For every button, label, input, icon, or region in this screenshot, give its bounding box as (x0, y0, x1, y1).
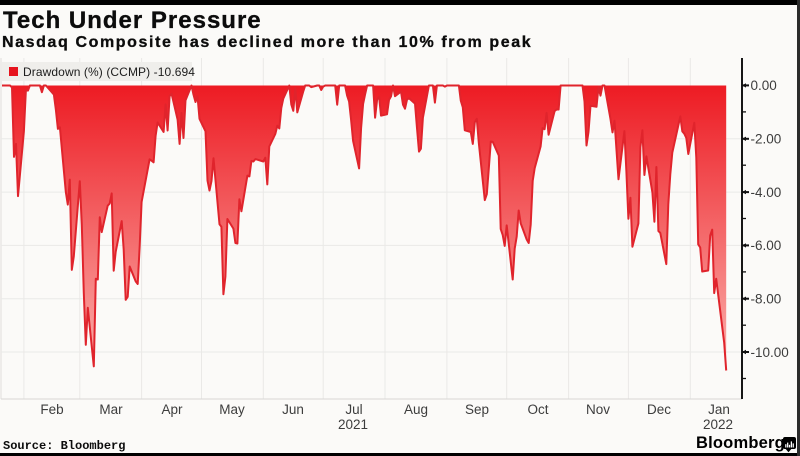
svg-text:2022: 2022 (703, 417, 733, 432)
svg-text:Nov: Nov (586, 402, 610, 417)
svg-text:Oct: Oct (527, 402, 548, 417)
svg-text:Jun: Jun (282, 402, 304, 417)
svg-text:Sep: Sep (465, 402, 489, 417)
svg-text:Dec: Dec (647, 402, 671, 417)
svg-text:-4.00: -4.00 (751, 185, 782, 200)
svg-text:Apr: Apr (161, 402, 183, 417)
svg-text:Feb: Feb (40, 402, 63, 417)
svg-text:-2.00: -2.00 (751, 132, 782, 147)
svg-text:May: May (219, 402, 245, 417)
svg-text:Aug: Aug (404, 402, 428, 417)
svg-text:-6.00: -6.00 (751, 238, 782, 253)
svg-text:Jul: Jul (345, 402, 362, 417)
svg-text:Mar: Mar (99, 402, 123, 417)
svg-text:2021: 2021 (338, 417, 368, 432)
svg-text:-8.00: -8.00 (751, 292, 782, 307)
svg-text:0.00: 0.00 (751, 78, 777, 93)
svg-text:Jan: Jan (708, 402, 730, 417)
svg-text:-10.00: -10.00 (751, 345, 789, 360)
